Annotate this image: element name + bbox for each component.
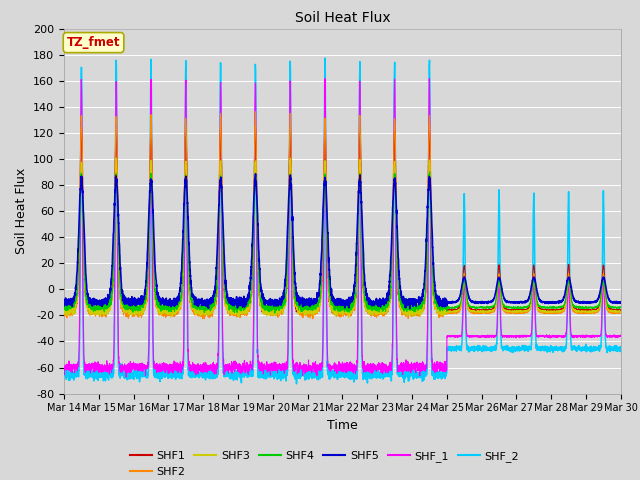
SHF2: [488, 310, 496, 315]
SHF2: [432, 306, 440, 312]
SHF_1: [432, 364, 440, 370]
SHF2: [420, 303, 428, 309]
SHF3: [156, 311, 164, 317]
SHF_1: [488, 334, 496, 339]
SHF_2: [420, 373, 428, 379]
Line: SHF4: SHF4: [64, 172, 621, 313]
SHF2: [309, 316, 317, 322]
SHF4: [420, 297, 428, 302]
SHF1: [420, 297, 428, 302]
SHF_2: [292, 381, 300, 387]
SHF1: [488, 306, 496, 312]
SHF_1: [472, 333, 479, 339]
Line: SHF1: SHF1: [64, 126, 621, 316]
SHF1: [472, 307, 479, 313]
SHF2: [497, 283, 504, 288]
SHF_2: [321, 55, 329, 61]
SHF_1: [617, 333, 625, 339]
SHF_2: [432, 374, 440, 380]
SHF_2: [488, 347, 496, 353]
SHF5: [406, 306, 413, 312]
SHF5: [156, 295, 164, 301]
SHF1: [497, 276, 504, 282]
SHF3: [432, 304, 440, 310]
SHF1: [335, 313, 343, 319]
SHF5: [420, 279, 428, 285]
Line: SHF5: SHF5: [64, 174, 621, 309]
SHF2: [472, 310, 479, 315]
SHF5: [488, 298, 496, 304]
SHF1: [321, 123, 328, 129]
SHF_2: [60, 372, 68, 377]
SHF4: [497, 284, 504, 290]
SHF4: [60, 301, 68, 307]
SHF2: [156, 312, 164, 318]
SHF_2: [497, 293, 504, 299]
SHF3: [420, 299, 428, 305]
SHF5: [432, 288, 440, 293]
SHF3: [472, 309, 479, 314]
SHF4: [488, 305, 496, 311]
SHF_1: [321, 76, 329, 82]
SHF1: [432, 301, 440, 307]
SHF_1: [122, 374, 130, 380]
SHF1: [156, 303, 164, 309]
SHF3: [60, 311, 68, 316]
SHF_2: [472, 346, 479, 352]
SHF5: [617, 300, 625, 305]
SHF5: [252, 171, 259, 177]
SHF2: [60, 313, 68, 319]
SHF2: [252, 109, 259, 115]
SHF4: [426, 169, 433, 175]
Line: SHF_2: SHF_2: [64, 58, 621, 384]
Line: SHF3: SHF3: [64, 158, 621, 318]
Legend: SHF1, SHF2, SHF3, SHF4, SHF5, SHF_1, SHF_2: SHF1, SHF2, SHF3, SHF4, SHF5, SHF_1, SHF…: [125, 446, 524, 480]
Title: Soil Heat Flux: Soil Heat Flux: [294, 11, 390, 25]
Y-axis label: Soil Heat Flux: Soil Heat Flux: [15, 168, 28, 254]
SHF1: [617, 307, 625, 312]
Line: SHF_1: SHF_1: [64, 79, 621, 377]
SHF3: [497, 287, 504, 292]
SHF_1: [60, 363, 68, 369]
SHF_1: [156, 363, 164, 369]
SHF_1: [420, 364, 428, 370]
SHF5: [472, 300, 479, 305]
SHF_2: [617, 347, 625, 352]
SHF4: [617, 304, 625, 310]
SHF2: [617, 310, 625, 315]
Line: SHF2: SHF2: [64, 112, 621, 319]
SHF3: [488, 308, 496, 314]
Text: TZ_fmet: TZ_fmet: [67, 36, 120, 49]
SHF5: [497, 277, 504, 283]
SHF3: [617, 309, 625, 314]
SHF4: [271, 310, 279, 316]
SHF4: [472, 305, 479, 311]
SHF4: [156, 299, 164, 305]
SHF3: [112, 155, 120, 161]
X-axis label: Time: Time: [327, 419, 358, 432]
SHF5: [60, 301, 68, 307]
SHF3: [345, 315, 353, 321]
SHF_1: [497, 310, 504, 315]
SHF_2: [156, 373, 164, 379]
SHF4: [432, 300, 440, 306]
SHF1: [60, 309, 68, 314]
